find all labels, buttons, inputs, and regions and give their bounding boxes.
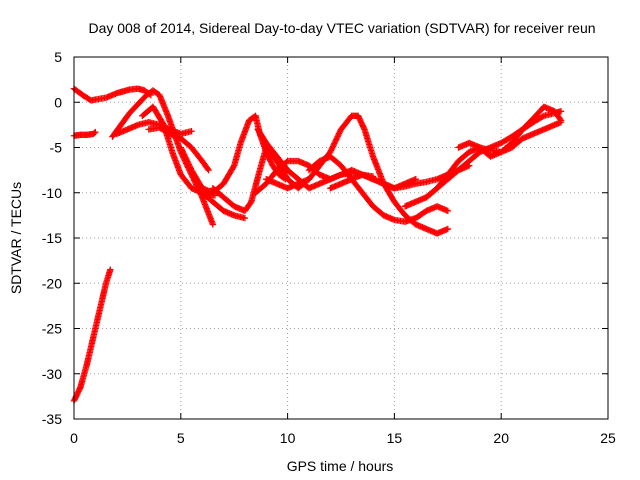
series-arc-13 [263,112,451,237]
y-axis-label: SDTVAR / TECUs [8,182,24,294]
data-point [331,140,338,147]
series-arc-3 [70,266,114,405]
x-tick-label: 5 [177,430,185,446]
data-point [185,161,193,168]
data-point [182,154,189,161]
data-point [92,128,99,136]
data-point [179,148,187,155]
data-point [334,133,341,140]
data-point [329,144,336,151]
y-tick-label: -5 [50,140,63,156]
data-point [186,164,194,171]
x-tick-label: 15 [387,430,403,446]
data-point [178,145,185,153]
y-tick-label: -20 [42,275,62,291]
data-point [186,162,193,170]
data-point [333,134,341,142]
data-point [182,155,190,163]
data-point [180,149,187,157]
data-point [241,214,249,222]
ticks: 0 5 10 15 20 25 5 0 -5 -10 -15 -20 -25 -30 -35 [42,49,616,446]
data-point [107,266,114,273]
data-point [335,130,343,137]
data-point [247,199,254,207]
y-tick-label: -15 [42,230,62,246]
data-point [330,141,337,149]
data-point [329,143,337,150]
data-point [332,137,339,144]
data-point [230,163,237,171]
data-point [444,207,451,215]
data-point [335,131,342,139]
data-point [91,129,98,137]
y-tick-label: -35 [42,411,62,427]
series-arc-7 [145,124,212,174]
x-axis-label: GPS time / hours [287,458,394,474]
y-tick-label: 0 [54,94,62,110]
x-tick-label: 20 [493,430,509,446]
y-tick-label: -30 [42,366,62,382]
data-point [205,166,212,174]
data-point [177,144,184,151]
series-arc-14 [305,153,451,225]
data-point [178,147,186,154]
data-point [184,159,192,167]
series-arc-9 [198,189,249,222]
data-point [209,221,217,228]
data-point [180,151,188,158]
data-point [539,113,546,120]
data-point [159,120,167,127]
data-point [444,225,451,233]
x-tick-label: 0 [70,430,78,446]
data-point [183,157,191,164]
data-point [336,129,343,136]
data-series [70,85,565,405]
data-point [557,118,565,126]
series-arc-18 [455,118,565,160]
y-tick-label: -10 [42,185,62,201]
grid-lines [74,57,608,419]
data-point [204,165,211,173]
y-tick-label: 5 [54,49,62,65]
x-tick-label: 25 [600,430,616,446]
data-point [181,152,189,160]
data-point [184,158,191,165]
y-tick-label: -25 [42,321,62,337]
data-point [188,128,195,135]
chart-title: Day 008 of 2014, Sidereal Day-to-day VTE… [88,20,595,36]
x-tick-label: 10 [280,430,296,446]
data-point [331,138,339,146]
data-point [333,136,340,143]
series-arc-2 [70,128,99,139]
data-point [557,108,565,115]
data-point [328,145,335,153]
data-point [327,147,335,154]
